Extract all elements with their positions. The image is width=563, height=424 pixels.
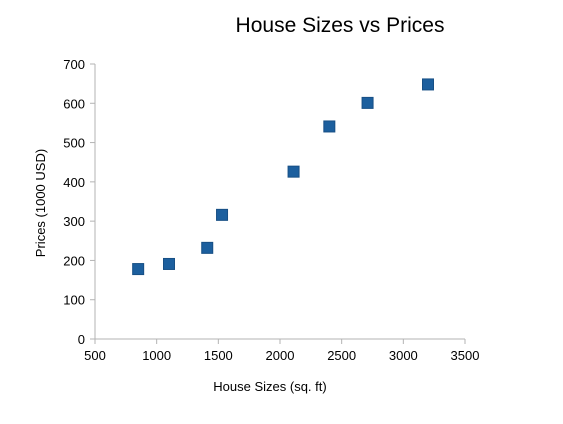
x-tick-label: 2000 <box>266 348 295 363</box>
data-point <box>216 208 229 221</box>
axes <box>90 63 466 344</box>
data-points <box>132 78 434 276</box>
y-tick-label: 200 <box>63 253 85 268</box>
y-tick-label: 400 <box>63 175 85 190</box>
x-tick-label: 2500 <box>327 348 356 363</box>
data-point <box>422 78 434 91</box>
y-tick-label: 500 <box>63 136 85 151</box>
y-tick-label: 600 <box>63 96 85 111</box>
data-point <box>163 257 175 270</box>
y-tick-label: 700 <box>63 57 85 72</box>
y-tick-label: 300 <box>63 214 85 229</box>
y-tick-label: 0 <box>78 332 85 347</box>
x-tick-label: 3500 <box>451 348 480 363</box>
x-tick-label: 1000 <box>142 348 171 363</box>
x-tick-label: 500 <box>84 348 106 363</box>
chart-title: House Sizes vs Prices <box>236 14 445 37</box>
data-point <box>287 165 300 178</box>
x-axis-title: House Sizes (sq. ft) <box>213 379 326 394</box>
y-tick-label: 100 <box>63 293 85 308</box>
data-point <box>361 96 374 109</box>
x-tick-label: 3000 <box>389 348 418 363</box>
tick-labels: 0 100 200 300 400 500 600 700 500 1000 1500 2000 250… <box>63 57 479 363</box>
data-point <box>323 120 336 133</box>
y-axis-title: Prices (1000 USD) <box>33 149 48 257</box>
x-tick-label: 1500 <box>204 348 233 363</box>
data-point <box>132 263 145 276</box>
data-point <box>201 241 214 254</box>
